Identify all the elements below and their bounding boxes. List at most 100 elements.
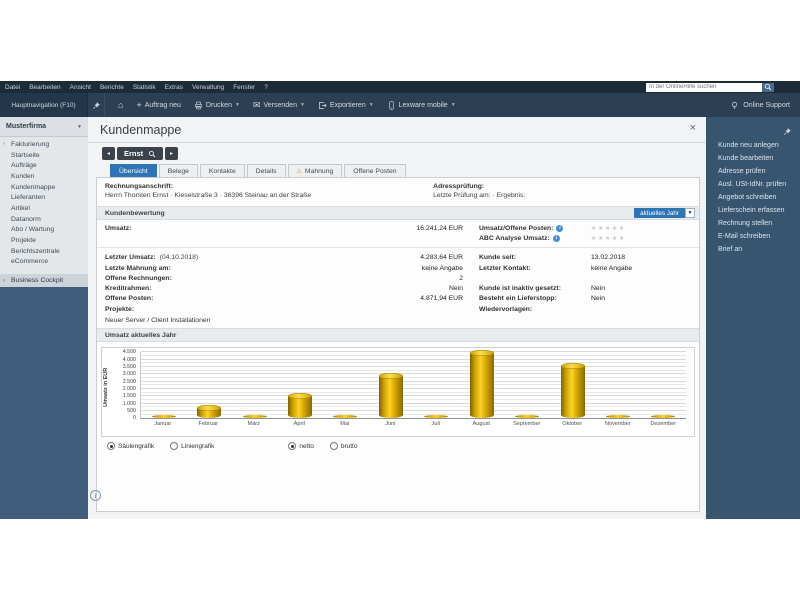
search-icon[interactable] [762, 82, 774, 92]
rating-label-text: Umsatz/Offene Posten: [479, 224, 554, 232]
company-selector[interactable]: Musterfirma ▼ [0, 117, 88, 137]
sidebar-item-kunden[interactable]: Kunden [0, 171, 88, 182]
sidebar-item-label: Fakturierung [11, 140, 50, 148]
action-emailschreiben[interactable]: E-Mail schreiben [718, 233, 771, 240]
chart-bar-slot [504, 352, 549, 419]
tab-offeneposten[interactable]: Offene Posten [344, 164, 406, 177]
chart-bar [287, 392, 312, 419]
x-tick-label: Juli [431, 421, 440, 428]
sidebar-item-ecommerce[interactable]: eCommerce [0, 257, 88, 268]
menu-item-bearbeiten[interactable]: Bearbeiten [29, 83, 61, 91]
address-check-label: Adressprüfung: [433, 183, 485, 190]
rating-section-header: Kundenbewertung aktuelles Jahr ▼ [97, 206, 699, 220]
menu-item-ansicht[interactable]: Ansicht [69, 83, 91, 91]
record-search-button[interactable]: Ernst [117, 147, 164, 160]
action-briefan[interactable]: Brief an [718, 246, 743, 253]
menu-item-extras[interactable]: Extras [164, 83, 184, 91]
tab-label: Mahnung [304, 167, 334, 175]
toolbar-button-drucken[interactable]: Drucken ▼ [194, 101, 240, 110]
main-navigation-button[interactable]: Hauptnavigation (F10) [0, 93, 88, 117]
sidebar-item-fakturierung[interactable]: › Fakturierung [0, 139, 88, 150]
record-navigator: ◂ Ernst ▸ [102, 147, 179, 160]
billing-address-text: Herrn Thorsten Ernst · Kieselstraße 3 · … [105, 192, 312, 199]
y-tick-label: 500 [127, 408, 136, 415]
menu-item-datei[interactable]: Datei [5, 83, 21, 91]
chart-plot-area [140, 350, 686, 420]
chart-bar-slot [141, 352, 186, 419]
action-lieferscheinerfassen[interactable]: Lieferschein erfassen [718, 207, 785, 214]
sidebar-item-berichtszentrale[interactable]: Berichtszentrale [0, 246, 88, 257]
toolbar-button-exportieren[interactable]: Exportieren ▼ [318, 101, 374, 110]
toolbar-button-label: Drucken [205, 101, 232, 109]
tab-bersicht[interactable]: Übersicht [110, 164, 157, 177]
year-filter-select[interactable]: aktuelles Jahr ▼ [634, 208, 695, 218]
menu-item-berichte[interactable]: Berichte [99, 83, 124, 91]
close-icon[interactable]: × [689, 122, 696, 134]
pin-icon[interactable] [783, 123, 792, 141]
toolbar-button-lexware-mobile[interactable]: Lexware mobile ▼ [387, 100, 456, 110]
send-icon: ✉ [252, 99, 261, 110]
radio-sulengrafik[interactable]: Säulengrafik [107, 442, 154, 451]
chart-bar-slot [414, 352, 459, 419]
sidebar-item-artikel[interactable]: Artikel [0, 203, 88, 214]
chart-bar-slot [323, 352, 368, 419]
toolbar-button-auftrag-neu[interactable]: + Auftrag neu [136, 100, 180, 110]
gridline [141, 380, 686, 382]
sidebar-item-projekte[interactable]: Projekte [0, 235, 88, 246]
toolbar-button-home[interactable]: ⌂ [118, 100, 123, 110]
help-search-input[interactable] [646, 82, 762, 92]
detail-value-right: Nein [591, 285, 605, 293]
chevron-down-icon: ▼ [234, 102, 240, 108]
sidebar-item-label: Kundenmappe [11, 183, 56, 191]
tab-belege[interactable]: Belege [158, 164, 198, 177]
tab-kontakte[interactable]: Kontakte [199, 164, 245, 177]
radio-brutto[interactable]: brutto [329, 442, 357, 451]
sidebar-item-lieferanten[interactable]: Lieferanten [0, 192, 88, 203]
chart-bar [469, 350, 494, 419]
sidebar-item-kundenmappe[interactable]: Kundenmappe [0, 182, 88, 193]
online-support-label: Online Support [743, 101, 790, 109]
info-icon[interactable]: i [552, 234, 560, 242]
sidebar-item-abowartung[interactable]: Abo / Wartung [0, 225, 88, 236]
chart-bar [651, 415, 676, 419]
sidebar-item-datanorm[interactable]: Datanorm [0, 214, 88, 225]
gridline [141, 355, 686, 357]
sidebar-item-business-cockpit[interactable]: › Business Cockpit [0, 274, 88, 288]
sidebar-footer-label: Business Cockpit [11, 277, 64, 285]
menu-item-statistik[interactable]: Statistik [132, 83, 156, 91]
action-kundebearbeiten[interactable]: Kunde bearbeiten [718, 155, 774, 162]
x-tick-label: September [513, 421, 541, 428]
action-adresseprfen[interactable]: Adresse prüfen [718, 168, 766, 175]
radio-liniengrafik[interactable]: Liniengrafik [170, 442, 214, 451]
sidebar-item-label: Kunden [11, 172, 35, 180]
prev-record-button[interactable]: ◂ [102, 147, 115, 160]
menu-item-fenster[interactable]: Fenster [233, 83, 256, 91]
chart-bar-slot [641, 352, 686, 419]
y-tick-label: 2.000 [122, 386, 136, 393]
info-icon[interactable]: i [90, 490, 101, 501]
sidebar-item-startseite[interactable]: Startseite [0, 150, 88, 161]
info-icon[interactable]: i [556, 224, 564, 232]
detail-row: Offene Posten: 4.871,94 EUR Besteht ein Li… [97, 294, 699, 304]
chart-bar [424, 415, 449, 419]
radio-netto[interactable]: netto [288, 442, 314, 451]
toolbar-buttons: ⌂ + Auftrag neu Drucken ▼ ✉ Versenden ▼ Exportie… [105, 99, 456, 110]
next-record-button[interactable]: ▸ [165, 147, 179, 160]
tab-details[interactable]: Details [246, 164, 286, 177]
toolbar: Hauptnavigation (F10) ⌂ + Auftrag neu Druck… [0, 93, 800, 117]
sidebar-item-auftrge[interactable]: Aufträge [0, 160, 88, 171]
menu-item-[interactable]: ? [264, 83, 268, 91]
star-rating: ★★★★★ [591, 225, 626, 232]
umsatz-value: 16.241,24 EUR [416, 224, 463, 232]
toolbar-button-versenden[interactable]: ✉ Versenden ▼ [252, 99, 305, 110]
action-auslustidnrprfen[interactable]: Ausl. USt-IdNr. prüfen [718, 181, 787, 188]
revenue-chart: Umsatz in EUR 0 500 1.000 1.500 2.000 2.500 3.… [101, 347, 695, 438]
menu-item-verwaltung[interactable]: Verwaltung [192, 83, 225, 91]
pin-icon[interactable] [88, 93, 105, 117]
online-support-button[interactable]: Online Support [730, 101, 790, 110]
action-rechnungstellen[interactable]: Rechnung stellen [718, 220, 773, 227]
tab-mahnung[interactable]: ⚠ Mahnung [287, 164, 343, 177]
action-kundeneuanlegen[interactable]: Kunde neu anlegen [718, 142, 779, 149]
action-angebotschreiben[interactable]: Angebot schreiben [718, 194, 777, 201]
